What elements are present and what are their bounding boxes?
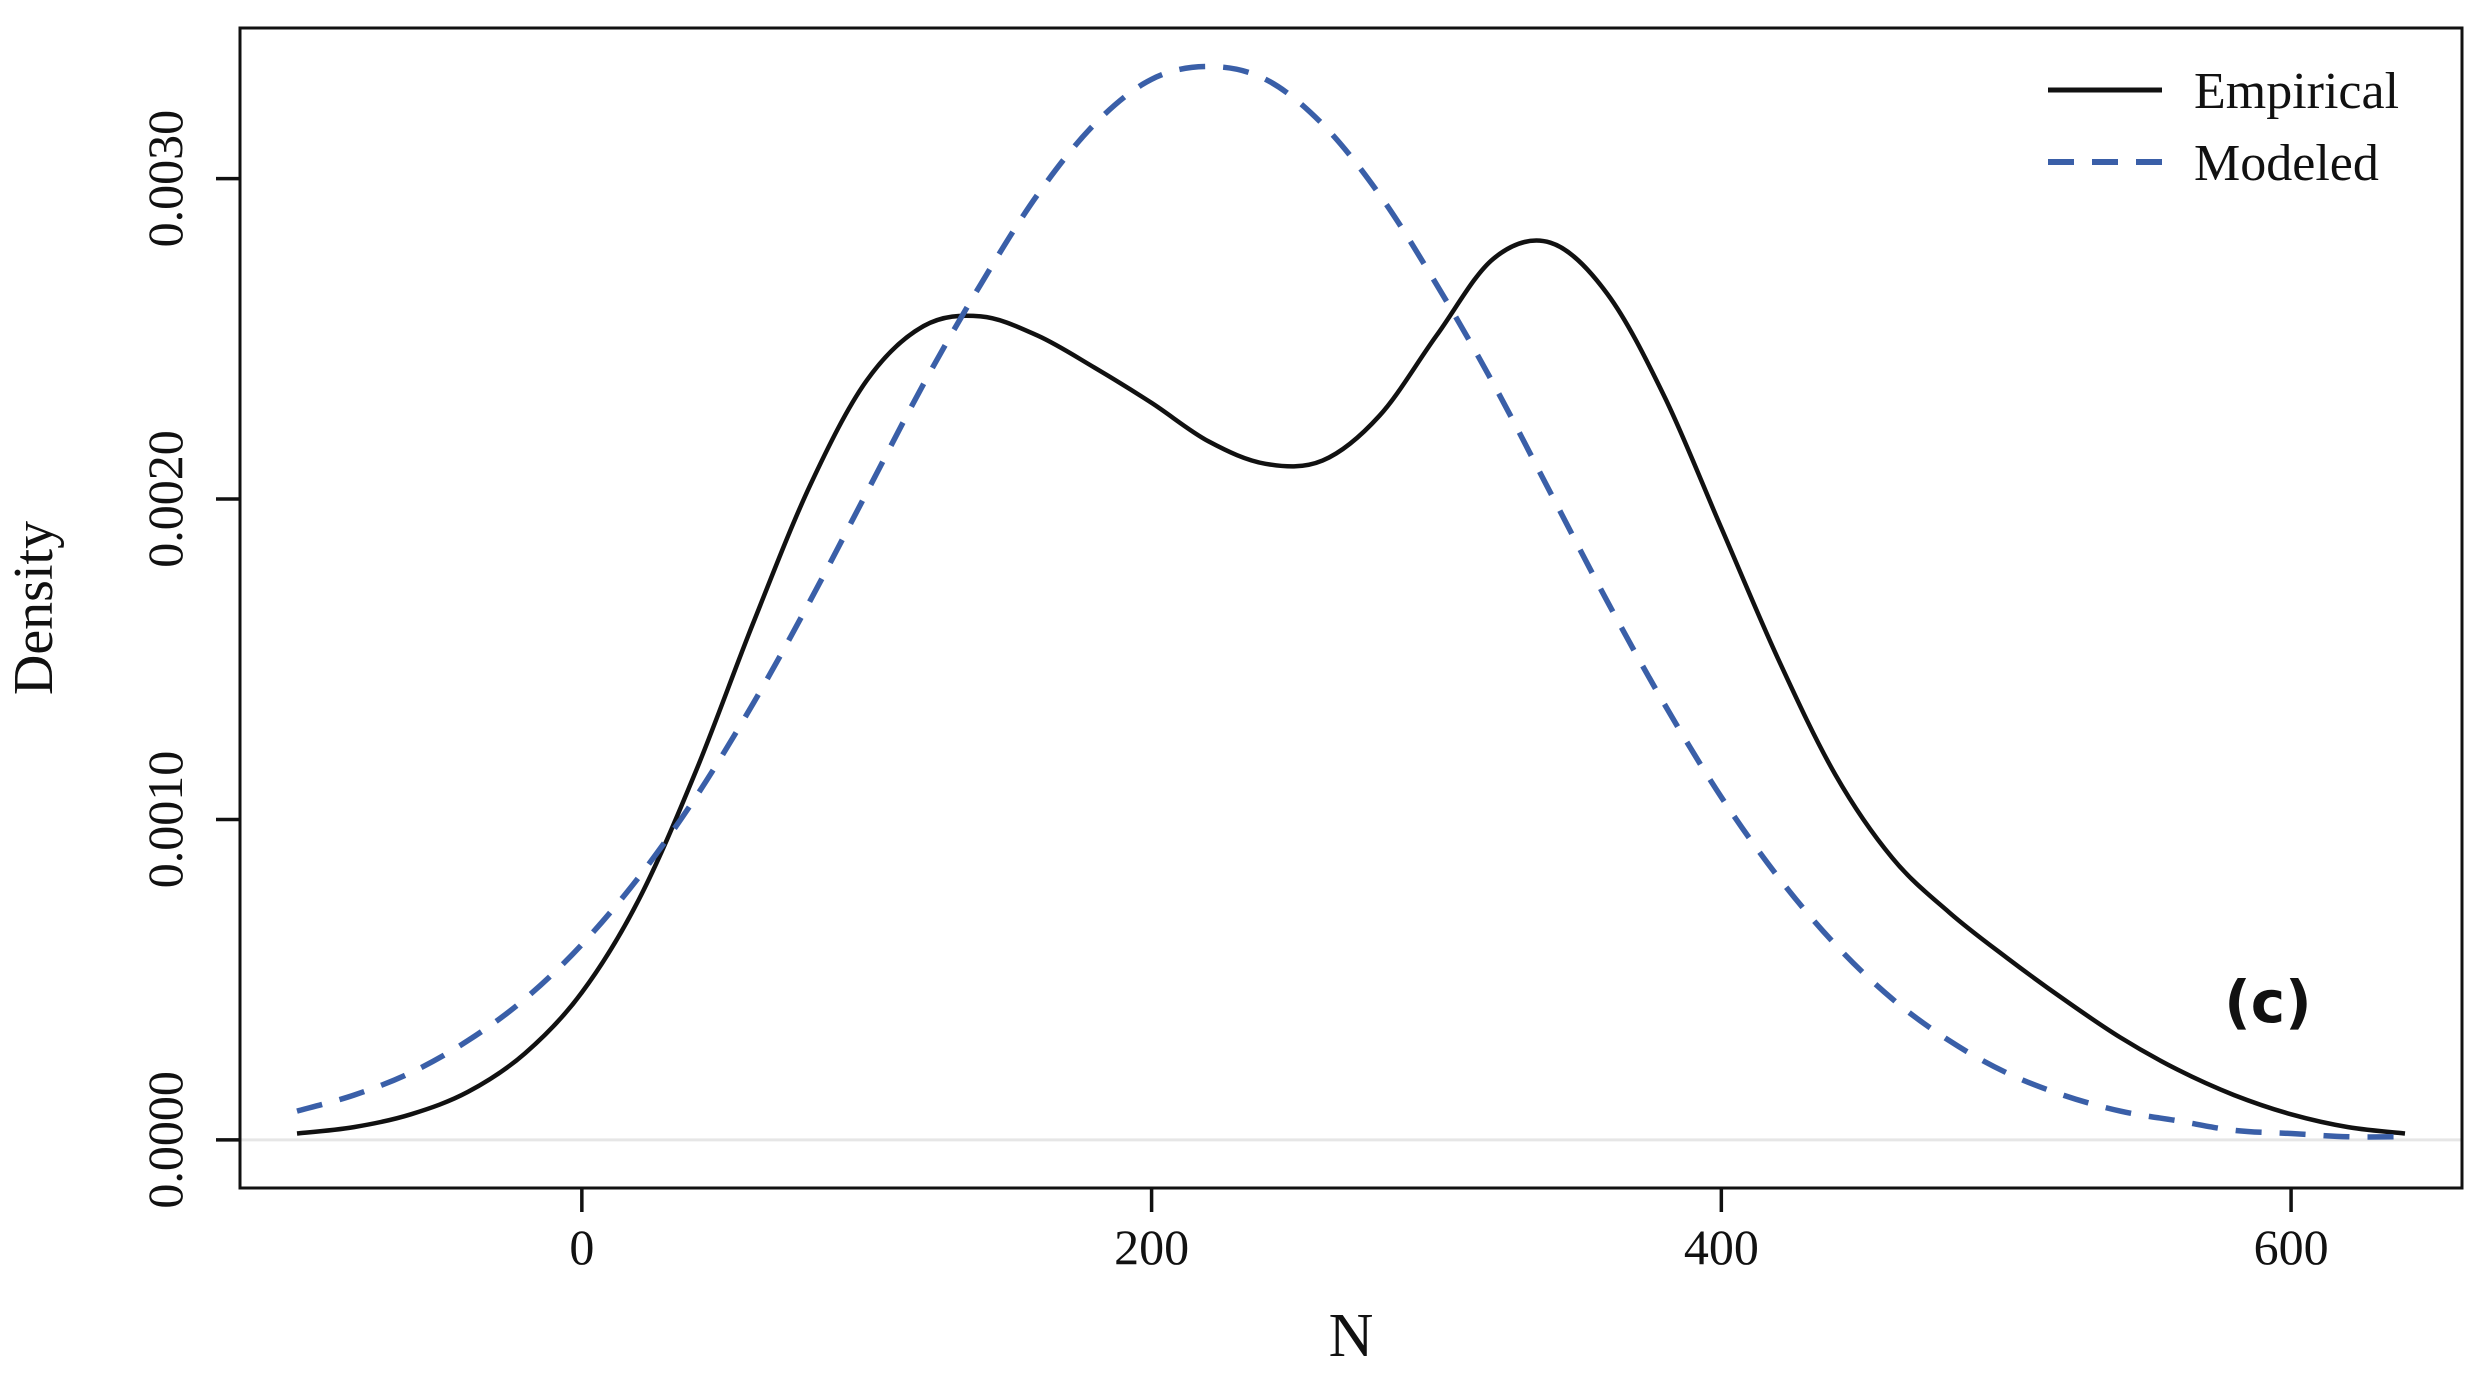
panel-label: (c)	[2224, 968, 2311, 1036]
legend: Empirical Modeled	[2048, 63, 2399, 192]
series-empirical-curve	[296, 238, 2406, 1136]
y-tick-label: 0.0030	[137, 110, 193, 248]
series-modeled-curve	[296, 63, 2406, 1140]
y-tick-label: 0.0010	[137, 751, 193, 889]
y-axis-label: Density	[3, 521, 65, 695]
legend-label-modeled: Modeled	[2194, 135, 2379, 192]
y-tick-label: 0.0000	[137, 1071, 193, 1209]
x-tick-label: 400	[1684, 1219, 1759, 1275]
y-tick-label: 0.0020	[137, 430, 193, 567]
series-lines	[296, 63, 2406, 1140]
x-tick-label: 600	[2254, 1219, 2329, 1275]
axes: 0 200 400 600 0.0000 0.0010 0.0020 0.0030	[137, 26, 2464, 1275]
x-tick-label: 200	[1114, 1219, 1189, 1275]
legend-label-empirical: Empirical	[2194, 63, 2399, 120]
x-tick-label: 0	[569, 1219, 594, 1275]
x-axis-label: N	[1329, 1302, 1374, 1370]
